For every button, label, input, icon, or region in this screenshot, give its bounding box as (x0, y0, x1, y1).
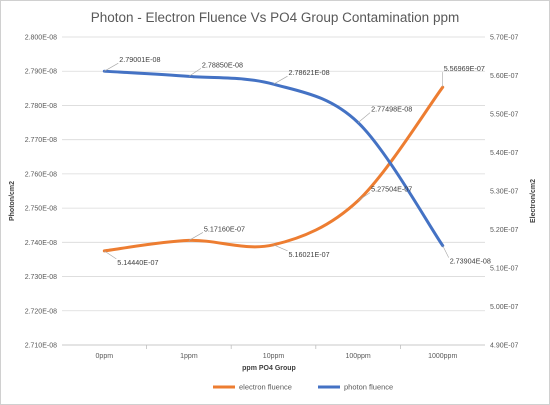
data-label: 2.78621E-08 (289, 68, 330, 77)
x-axis-ticks: 0ppm 1ppm 10ppm 100ppm 1000ppm (62, 344, 485, 360)
data-label-leader (357, 192, 371, 201)
legend: electron fluence photon fluence (213, 383, 393, 392)
y-tick-label: 2.790E-08 (25, 69, 57, 76)
photon-fluence-line (102, 69, 445, 248)
y2-tick-label: 5.20E-07 (490, 227, 519, 234)
data-label: 5.17160E-07 (204, 224, 245, 233)
data-label-leader (273, 75, 288, 85)
data-label: 5.56969E-07 (444, 64, 485, 73)
y-tick-label: 2.720E-08 (25, 308, 57, 315)
data-labels: 5.14440E-07 5.17160E-07 5.16021E-07 5.27504… (104, 55, 491, 267)
y-tick-label: 2.760E-08 (25, 171, 57, 178)
x-tick-label: 1ppm (180, 353, 198, 360)
data-label-leader (188, 232, 204, 241)
legend-label: electron fluence (239, 383, 292, 392)
data-label-leader (104, 250, 117, 260)
data-label-leader (104, 62, 119, 72)
y-tick-label: 2.740E-08 (25, 240, 57, 247)
right-axis-ticks: 4.90E-07 5.00E-07 5.10E-07 5.20E-07 5.30E-07… (490, 35, 519, 350)
data-label-leader (273, 244, 288, 252)
chart-title: Photon - Electron Fluence Vs PO4 Group C… (91, 10, 459, 25)
y2-tick-label: 5.10E-07 (490, 266, 519, 273)
data-label-leader (188, 68, 202, 77)
y2-tick-label: 5.30E-07 (490, 189, 519, 196)
gridlines (62, 36, 485, 346)
y-axis-title: Photon/cm2 (9, 181, 16, 221)
y-tick-label: 2.730E-08 (25, 274, 57, 281)
data-label: 2.73904E-08 (450, 257, 491, 266)
y-tick-label: 2.750E-08 (25, 206, 57, 213)
y2-tick-label: 5.40E-07 (490, 150, 519, 157)
data-label-leader (442, 245, 449, 258)
y2-tick-label: 5.60E-07 (490, 73, 519, 80)
x-axis-title: ppm PO4 Group (242, 365, 296, 372)
x-tick-label: 1000ppm (428, 353, 457, 360)
y-tick-label: 2.770E-08 (25, 137, 57, 144)
data-label-leader (357, 112, 371, 123)
x-tick-label: 100ppm (345, 353, 370, 360)
data-label: 5.16021E-07 (289, 250, 330, 259)
y2-tick-label: 5.70E-07 (490, 35, 519, 42)
data-label: 2.79001E-08 (119, 55, 160, 64)
data-label: 2.77498E-08 (371, 105, 412, 114)
left-axis-ticks: 2.710E-08 2.720E-08 2.730E-08 2.740E-08 2.75… (25, 35, 57, 350)
y-tick-label: 2.780E-08 (25, 103, 57, 110)
y2-axis-title: Electron/cm2 (530, 179, 537, 223)
data-label: 2.78850E-08 (202, 60, 243, 69)
x-tick-label: 10ppm (263, 353, 285, 360)
data-label: 5.14440E-07 (117, 258, 158, 267)
y-tick-label: 2.710E-08 (25, 343, 57, 350)
y2-tick-label: 5.50E-07 (490, 112, 519, 119)
y-tick-label: 2.800E-08 (25, 35, 57, 42)
series-lines (102, 69, 445, 253)
x-tick-label: 0ppm (96, 353, 114, 360)
y2-tick-label: 5.00E-07 (490, 304, 519, 311)
data-label: 5.27504E-07 (371, 185, 412, 194)
y2-tick-label: 4.90E-07 (490, 343, 519, 350)
legend-label: photon fluence (344, 383, 393, 392)
